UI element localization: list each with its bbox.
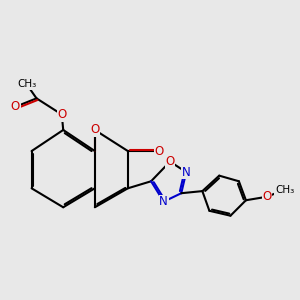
Text: CH₃: CH₃ [275, 185, 294, 195]
Text: O: O [155, 145, 164, 158]
Text: N: N [159, 195, 168, 208]
Text: O: O [262, 190, 272, 203]
Text: O: O [165, 155, 175, 168]
Text: O: O [57, 108, 66, 121]
Text: O: O [90, 124, 100, 136]
Text: O: O [11, 100, 20, 113]
Text: CH₃: CH₃ [17, 79, 36, 89]
Text: N: N [182, 166, 190, 178]
